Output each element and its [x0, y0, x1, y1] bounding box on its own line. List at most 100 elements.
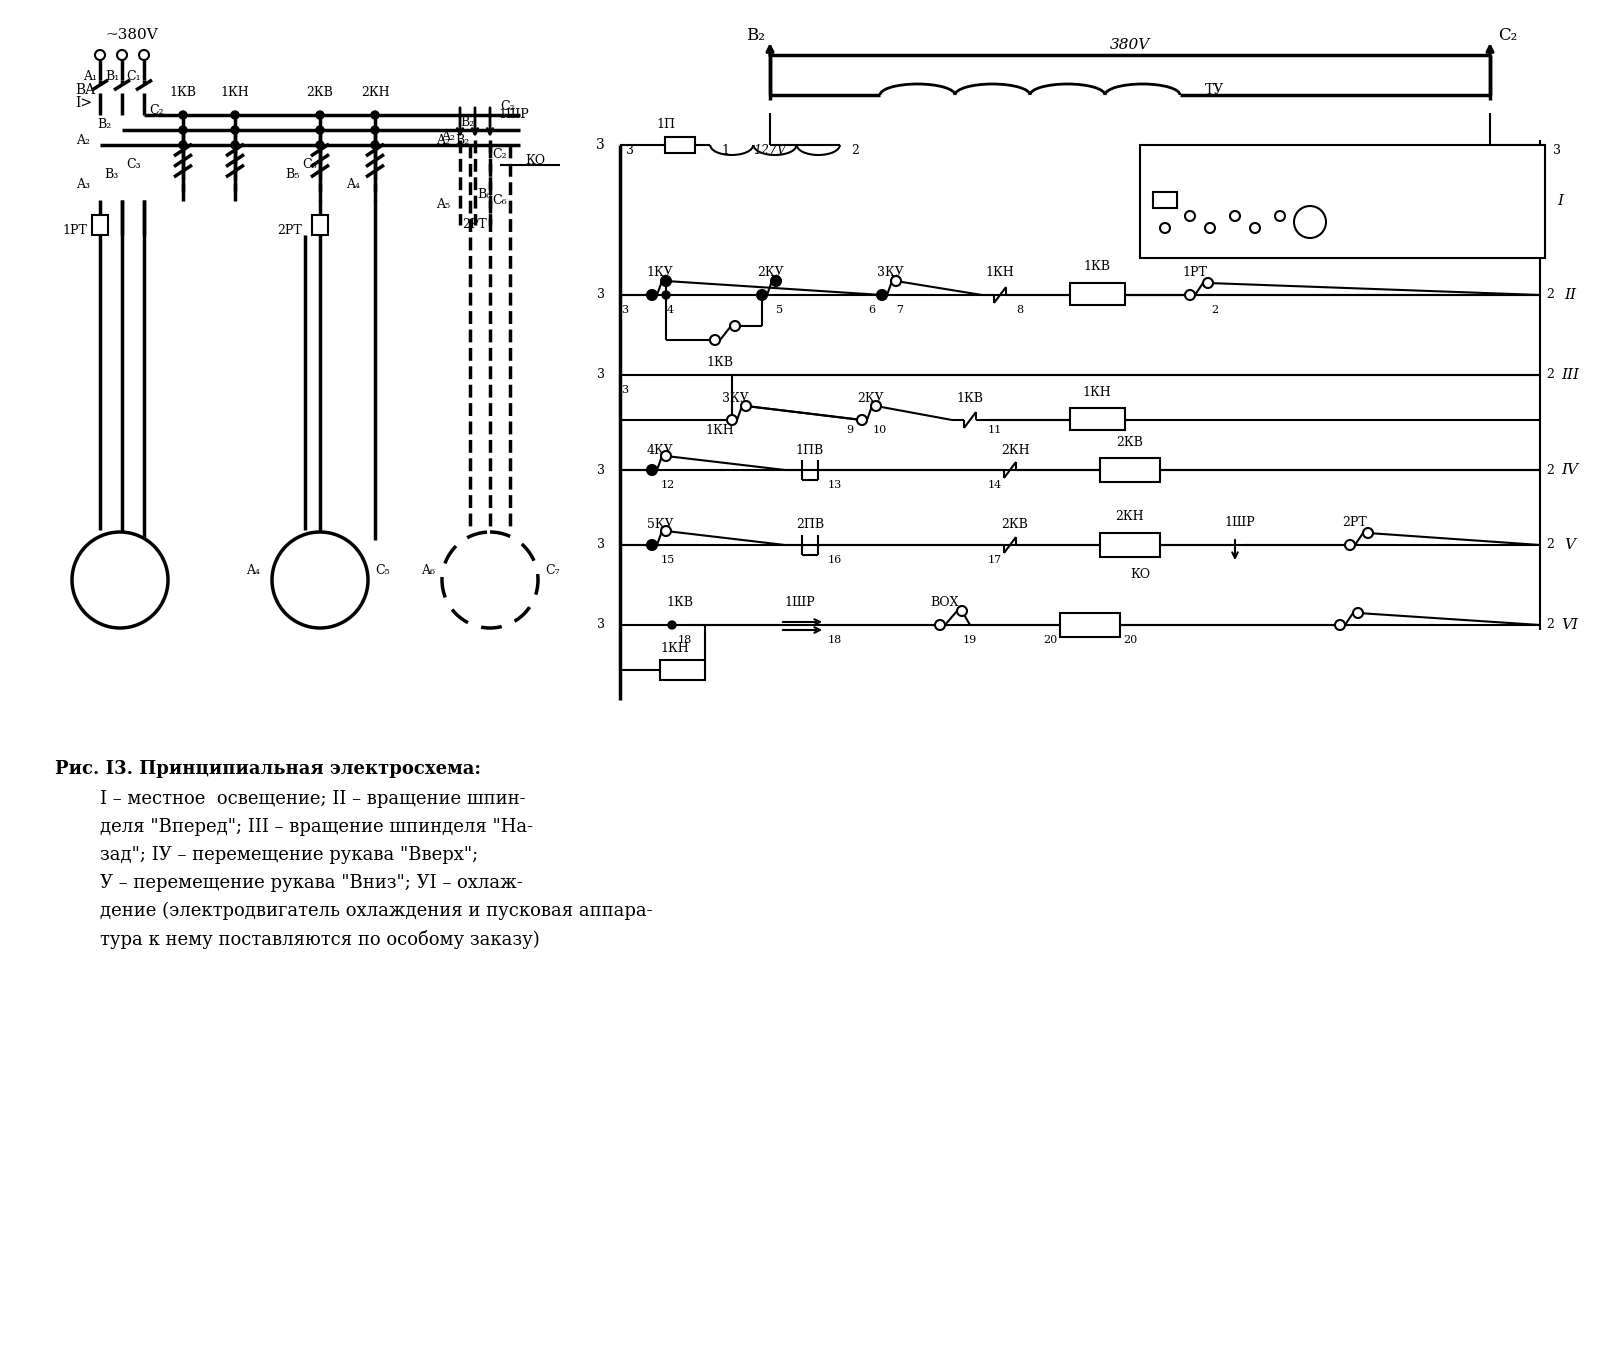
Circle shape — [1275, 211, 1285, 221]
Bar — [1154, 192, 1178, 208]
Text: C₂: C₂ — [1498, 27, 1517, 43]
Text: 1КВ: 1КВ — [667, 597, 693, 609]
Circle shape — [661, 275, 670, 286]
Text: 19: 19 — [963, 634, 978, 645]
Text: B₂: B₂ — [98, 119, 112, 131]
Circle shape — [179, 126, 187, 134]
Circle shape — [72, 532, 168, 628]
Text: 2ПВ: 2ПВ — [795, 518, 824, 532]
Circle shape — [1363, 528, 1373, 539]
Text: 2КН: 2КН — [1115, 510, 1144, 524]
Circle shape — [646, 464, 658, 475]
Circle shape — [877, 290, 886, 300]
Text: 17: 17 — [987, 555, 1002, 566]
Text: 1КН: 1КН — [986, 266, 1014, 279]
Text: КО: КО — [1130, 568, 1150, 582]
Text: III: III — [1562, 369, 1579, 382]
Text: 18: 18 — [678, 634, 693, 645]
Circle shape — [758, 292, 766, 298]
Text: VI: VI — [1562, 618, 1579, 632]
Circle shape — [230, 126, 238, 134]
Bar — [1059, 613, 1120, 637]
Text: II: II — [1565, 288, 1576, 302]
Text: 9: 9 — [846, 425, 853, 435]
Text: 4КУ: 4КУ — [646, 444, 674, 456]
Circle shape — [1294, 207, 1326, 238]
Text: 2КВ: 2КВ — [307, 86, 333, 100]
Bar — [312, 215, 328, 235]
Circle shape — [272, 532, 368, 628]
Text: 241: 241 — [1165, 248, 1186, 258]
Text: 3КУ: 3КУ — [877, 266, 904, 279]
Circle shape — [1160, 223, 1170, 234]
Text: 2: 2 — [1546, 618, 1554, 632]
Text: 1РТ: 1РТ — [62, 224, 88, 236]
Text: 380V: 380V — [1110, 38, 1150, 53]
Bar — [1101, 533, 1160, 558]
Circle shape — [442, 532, 538, 628]
Text: 2: 2 — [1546, 289, 1554, 301]
Text: 8: 8 — [1016, 305, 1024, 315]
Text: 2КУ: 2КУ — [757, 266, 784, 279]
Text: 11: 11 — [987, 425, 1002, 435]
Text: 1П: 1П — [656, 119, 675, 131]
Circle shape — [317, 111, 323, 119]
Circle shape — [1230, 211, 1240, 221]
Text: B₃: B₃ — [104, 169, 118, 181]
Circle shape — [648, 466, 656, 474]
Text: ~380V: ~380V — [106, 28, 158, 42]
Circle shape — [878, 292, 886, 298]
Text: У – перемещение рукава "Вниз"; УI – охлаж-: У – перемещение рукава "Вниз"; УI – охла… — [99, 873, 523, 892]
Text: A₃: A₃ — [74, 563, 88, 576]
Circle shape — [1203, 278, 1213, 288]
Text: BA: BA — [75, 82, 94, 97]
Text: ЛО: ЛО — [1294, 197, 1315, 209]
Circle shape — [317, 140, 323, 148]
Text: 3: 3 — [621, 305, 629, 315]
Text: 2: 2 — [1546, 463, 1554, 477]
Text: A₂: A₂ — [77, 134, 90, 147]
Text: A₅: A₅ — [435, 198, 450, 212]
Text: 1ШР: 1ШР — [498, 108, 528, 122]
Circle shape — [648, 292, 656, 298]
Text: B₂: B₂ — [456, 134, 470, 147]
Text: зад"; IУ – перемещение рукава "Вверх";: зад"; IУ – перемещение рукава "Вверх"; — [99, 846, 478, 864]
Text: 3КУ: 3КУ — [722, 392, 749, 405]
Text: 1ШР: 1ШР — [784, 597, 816, 609]
Text: ТУ: ТУ — [1205, 82, 1224, 97]
Circle shape — [371, 140, 379, 148]
Circle shape — [179, 140, 187, 148]
Circle shape — [648, 541, 656, 549]
Bar — [666, 136, 694, 153]
Text: C₅: C₅ — [302, 158, 317, 171]
Circle shape — [230, 140, 238, 148]
Text: C₃: C₃ — [126, 158, 141, 171]
Text: 16: 16 — [827, 555, 842, 566]
Text: 2П: 2П — [1141, 176, 1160, 189]
Bar — [1070, 408, 1125, 431]
Text: A₂: A₂ — [435, 134, 450, 147]
Text: 20: 20 — [1123, 634, 1138, 645]
Text: 23: 23 — [1160, 150, 1176, 163]
Circle shape — [94, 50, 106, 59]
Circle shape — [741, 401, 750, 410]
Text: ВОХ: ВОХ — [931, 597, 960, 609]
Text: 3: 3 — [597, 289, 605, 301]
Text: 2: 2 — [1211, 305, 1219, 315]
Text: 1КУ: 1КУ — [646, 266, 674, 279]
Circle shape — [934, 620, 946, 630]
Text: 2: 2 — [1546, 539, 1554, 552]
Circle shape — [757, 290, 766, 300]
Text: 36V: 36V — [1218, 150, 1243, 163]
Text: 1РТ: 1РТ — [1182, 266, 1208, 279]
Circle shape — [646, 290, 658, 300]
Text: 1: 1 — [722, 143, 730, 157]
Text: 20: 20 — [1043, 634, 1058, 645]
Circle shape — [669, 621, 675, 629]
Circle shape — [139, 50, 149, 59]
Text: C₂: C₂ — [501, 100, 515, 113]
Text: 3: 3 — [597, 463, 605, 477]
Text: I: I — [1557, 194, 1563, 208]
Text: B₇: B₇ — [456, 554, 470, 567]
Circle shape — [661, 451, 670, 460]
